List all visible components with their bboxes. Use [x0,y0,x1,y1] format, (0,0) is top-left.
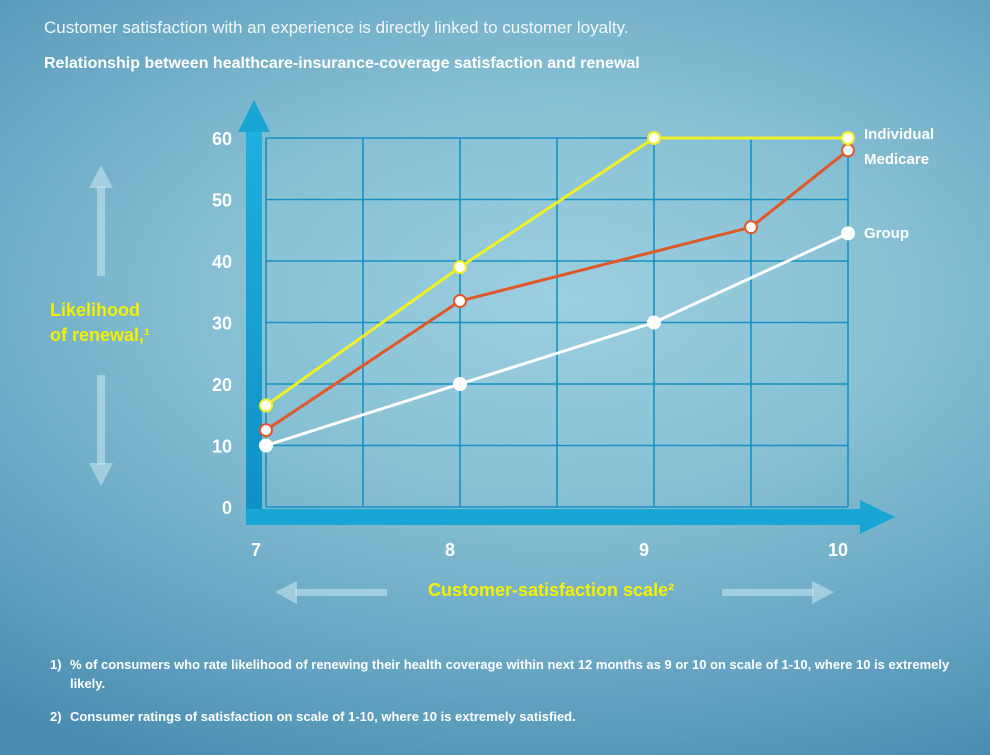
footnote-1-text: % of consumers who rate likelihood of re… [70,657,950,691]
series-label-group: Group [864,225,909,242]
x-axis-arrowhead [860,500,895,534]
arrow-up-shaft [97,186,105,276]
y-tick-label: 40 [212,252,232,272]
data-point-group [453,377,467,391]
footnote-2: 2) Consumer ratings of satisfaction on s… [50,707,950,726]
decorative-arrows [89,165,834,604]
data-point-individual [841,131,855,145]
data-point-group [647,315,661,330]
series-label-individual: Individual [864,126,934,143]
arrow-down-head [89,463,113,486]
chart-title: Relationship between healthcare-insuranc… [44,55,640,72]
data-point-individual [453,260,467,275]
chart-grid [265,137,849,508]
x-tick-label: 8 [445,540,455,560]
arrow-right-shaft [722,589,814,596]
x-tick-label: 7 [251,540,261,560]
y-axis-bar [246,128,262,525]
data-point-medicare [841,143,855,158]
arrow-right-head [812,581,834,604]
data-point-individual [259,398,273,413]
series-line-individual [265,136,848,407]
series-lines [259,131,855,453]
footnote-1-number: 1) [50,657,62,672]
data-point-medicare [453,293,467,308]
arrow-down-shaft [97,375,105,465]
series-line-medicare [265,149,849,432]
data-point-medicare [744,220,758,235]
y-tick-labels: 0 10 20 30 40 50 60 [212,129,232,518]
footnotes: 1) % of consumers who rate likelihood of… [50,655,950,740]
series-line-group [265,231,849,447]
y-tick-label: 30 [212,314,232,334]
x-tick-label: 10 [828,540,848,560]
footnote-2-text: Consumer ratings of satisfaction on scal… [70,709,576,724]
y-tick-label: 60 [212,129,232,149]
series-label-medicare: Medicare [864,151,929,168]
chart-axes [238,100,895,534]
arrow-up-head [89,165,113,188]
y-axis-label: Likelihood of renewal,¹ [50,298,150,348]
x-tick-labels: 7 8 9 10 [251,540,848,560]
series-labels: Individual Medicare Group [864,126,934,242]
arrow-left-head [275,581,297,604]
chart: 0 10 20 30 40 50 60 7 8 9 10 Individual Medicare Gr… [89,100,934,604]
y-tick-label: 0 [222,498,232,518]
data-point-group [841,226,855,241]
data-point-individual [647,131,661,145]
x-tick-label: 9 [639,540,649,560]
x-axis-bar [246,509,862,525]
data-point-group [259,438,273,453]
y-axis-label-line1: Likelihood [50,300,140,320]
y-tick-label: 50 [212,191,232,211]
y-axis-label-line2: of renewal,¹ [50,325,151,345]
data-point-medicare [259,423,273,438]
y-axis-arrowhead [238,100,270,132]
y-tick-label: 20 [212,375,232,395]
arrow-left-shaft [295,589,387,596]
footnote-2-number: 2) [50,709,62,724]
intro-text: Customer satisfaction with an experience… [44,18,629,37]
x-axis-label: Customer-satisfaction scale² [428,580,675,600]
footnote-1: 1) % of consumers who rate likelihood of… [50,655,950,693]
y-tick-label: 10 [212,437,232,457]
